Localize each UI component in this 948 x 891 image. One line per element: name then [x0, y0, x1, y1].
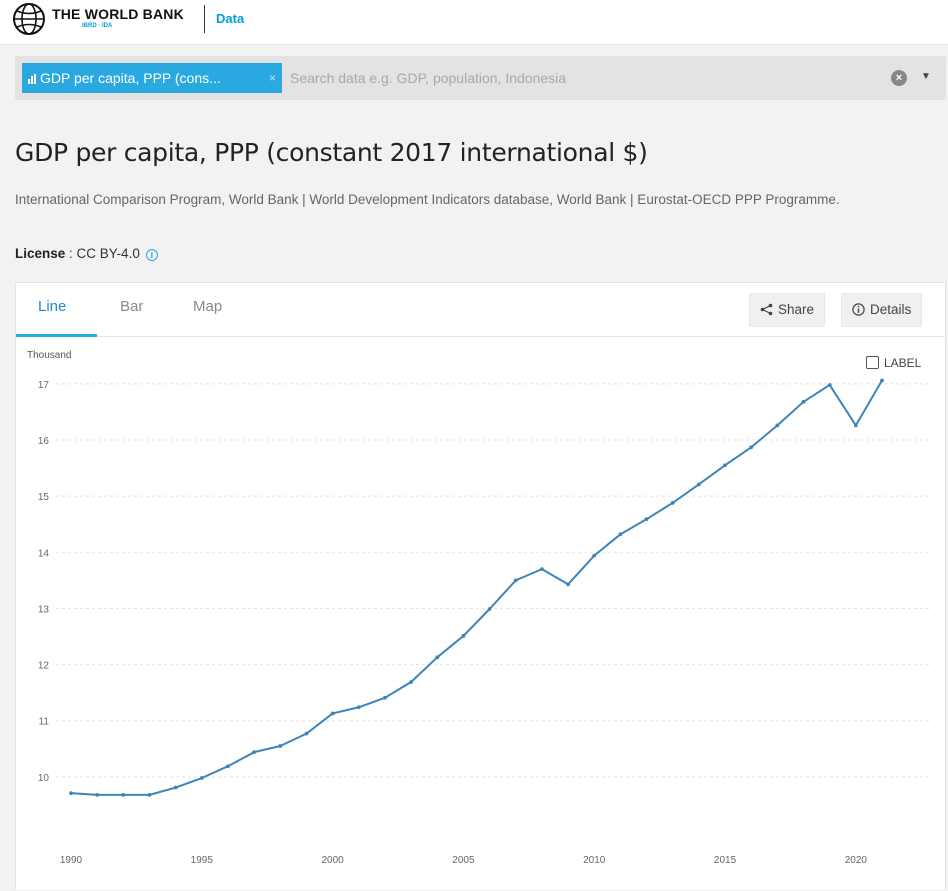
y-tick-label: 17 — [38, 380, 50, 391]
chart-tabs: Line Bar Map Share Details — [16, 283, 945, 337]
tab-map[interactable]: Map — [193, 298, 223, 315]
data-section-link[interactable]: Data — [216, 11, 245, 26]
y-tick-label: 13 — [38, 604, 50, 615]
selected-indicator-chip[interactable]: GDP per capita, PPP (cons... × — [22, 63, 282, 93]
search-bar: GDP per capita, PPP (cons... × × ▼ — [15, 56, 946, 100]
license-label: License — [15, 246, 66, 261]
license-separator: : — [65, 246, 77, 261]
data-point — [592, 553, 597, 558]
data-point — [95, 792, 100, 797]
data-point — [69, 791, 73, 796]
brand-divider — [204, 5, 205, 33]
data-point — [461, 634, 466, 638]
data-point — [723, 463, 727, 468]
active-tab-indicator — [16, 334, 97, 337]
info-circle-icon — [852, 303, 865, 316]
data-point — [278, 744, 283, 748]
data-point — [252, 750, 257, 755]
chip-label: GDP per capita, PPP (cons... — [40, 70, 221, 86]
x-tick-label: 2005 — [452, 855, 475, 866]
data-point — [566, 582, 570, 587]
tab-bar[interactable]: Bar — [120, 298, 144, 315]
top-bar: THE WORLD BANK IBRD · IDA Data — [0, 0, 948, 45]
chip-remove-icon[interactable]: × — [268, 71, 276, 85]
data-point — [487, 607, 492, 611]
data-point — [827, 383, 832, 387]
y-tick-label: 16 — [38, 436, 50, 447]
series-line — [70, 379, 883, 796]
chevron-down-icon[interactable]: ▼ — [921, 71, 931, 82]
data-point — [304, 731, 309, 736]
data-point — [513, 578, 518, 583]
data-point — [226, 764, 230, 769]
y-axis-unit-label: Thousand — [27, 350, 71, 361]
x-tick-label: 2015 — [714, 855, 737, 866]
data-point — [199, 776, 204, 780]
data-point — [775, 423, 780, 428]
label-toggle-text: LABEL — [884, 356, 922, 370]
data-point — [409, 680, 413, 684]
y-tick-label: 14 — [38, 548, 50, 559]
data-point — [435, 655, 440, 660]
y-tick-label: 15 — [38, 492, 50, 503]
x-tick-label: 1990 — [60, 855, 83, 866]
license-value[interactable]: CC BY-4.0 — [76, 246, 140, 261]
label-toggle[interactable]: LABEL — [866, 356, 921, 370]
data-point — [618, 532, 623, 537]
data-point — [749, 445, 754, 450]
search-input[interactable] — [290, 65, 850, 91]
license-line: License : CC BY-4.0 i — [15, 246, 158, 261]
tab-line[interactable]: Line — [38, 298, 67, 315]
bar-chart-icon — [28, 74, 36, 84]
data-point — [801, 399, 806, 404]
share-icon — [760, 303, 773, 316]
brand-name[interactable]: THE WORLD BANK — [52, 6, 184, 22]
line-chart: Thousand 10 11 12 13 14 15 16 17 1990 1995 2000 2005… — [27, 350, 931, 866]
info-icon[interactable]: i — [145, 249, 158, 261]
brand-subtitle: IBRD · IDA — [82, 23, 113, 29]
details-label: Details — [870, 302, 912, 317]
data-point — [147, 792, 152, 797]
y-tick-label: 12 — [38, 661, 50, 672]
chart-card: Line Bar Map Share Details LABEL Thousan… — [15, 282, 946, 890]
page-title: GDP per capita, PPP (constant 2017 inter… — [15, 138, 648, 167]
data-point — [670, 500, 675, 505]
share-label: Share — [778, 302, 815, 317]
x-tick-label: 2010 — [583, 855, 606, 866]
x-tick-label: 2000 — [321, 855, 344, 866]
data-point — [853, 423, 858, 428]
data-point — [383, 695, 387, 700]
y-tick-label: 11 — [39, 717, 50, 728]
x-tick-label: 2020 — [845, 855, 868, 866]
details-button[interactable]: Details — [841, 293, 923, 327]
data-point — [696, 482, 701, 487]
data-point — [173, 785, 178, 790]
source-text: International Comparison Program, World … — [15, 192, 840, 207]
clear-search-icon[interactable]: × — [891, 70, 907, 86]
label-checkbox[interactable] — [866, 356, 879, 369]
data-point — [121, 792, 126, 797]
data-point — [330, 711, 335, 716]
data-point — [880, 378, 884, 383]
data-point — [540, 567, 544, 572]
world-bank-globe-icon[interactable] — [12, 2, 46, 36]
x-tick-label: 1995 — [191, 855, 214, 866]
y-tick-label: 10 — [38, 773, 50, 784]
data-point — [356, 705, 361, 710]
share-button[interactable]: Share — [749, 293, 826, 327]
data-point — [644, 517, 649, 522]
